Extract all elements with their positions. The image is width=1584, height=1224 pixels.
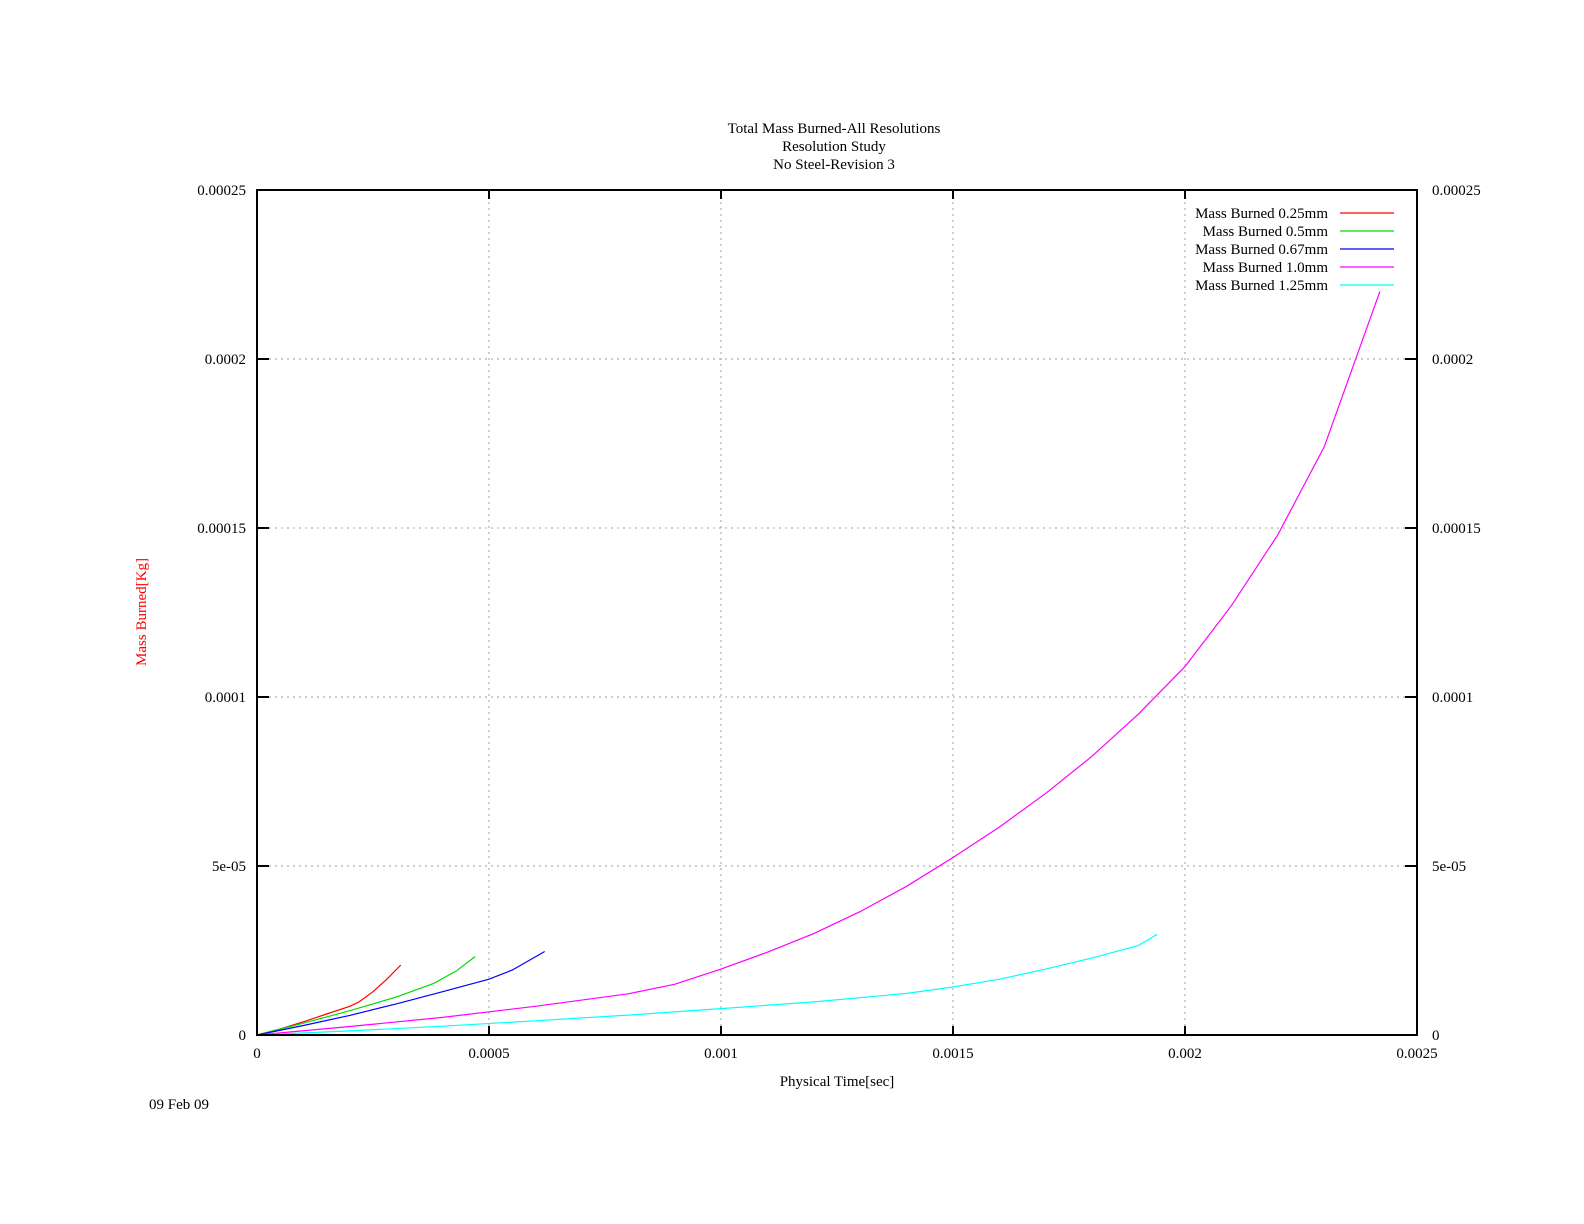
x-axis-tick-labels: 0 0.0005 0.001 0.0015 0.002 0.0025: [253, 1046, 1437, 1062]
x-tick-label: 0.0005: [468, 1046, 509, 1062]
y-tick-label: 0: [239, 1028, 247, 1044]
x-tick-label: 0.002: [1168, 1046, 1202, 1062]
plot-frame: [256, 189, 1418, 1036]
y2-tick-label: 5e-05: [1432, 859, 1466, 875]
y-tick-label: 0.00025: [197, 183, 246, 199]
series-line-2: [256, 956, 476, 1036]
y2-tick-label: 0.0002: [1432, 352, 1473, 368]
y-axis-tick-labels: 0 5e-05 0.0001 0.00015 0.0002 0.00025: [197, 183, 246, 1044]
y2-tick-label: 0.0001: [1432, 690, 1473, 706]
y-tick-label: 0.0002: [205, 352, 246, 368]
series-line-1: [256, 964, 402, 1036]
series-line-4: [256, 291, 1381, 1036]
y-tick-label: 5e-05: [212, 859, 246, 875]
series-line-3: [256, 950, 545, 1036]
legend-label: Mass Burned 0.5mm: [1203, 224, 1329, 240]
y-axis-label: Mass Burned[Kg]: [134, 558, 150, 666]
x-tick-label: 0: [253, 1046, 261, 1062]
y2-axis-tick-labels: 0 5e-05 0.0001 0.00015 0.0002 0.00025: [1432, 183, 1481, 1044]
y2-tick-label: 0.00015: [1432, 521, 1481, 537]
y2-tick-label: 0: [1432, 1028, 1440, 1044]
x-tick-label: 0.0025: [1396, 1046, 1437, 1062]
plot-series: [256, 291, 1381, 1036]
x-tick-label: 0.0015: [932, 1046, 973, 1062]
footer-date: 09 Feb 09: [149, 1097, 209, 1113]
title-line-2: Resolution Study: [782, 139, 886, 155]
x-axis-label: Physical Time[sec]: [780, 1074, 895, 1090]
y-tick-label: 0.0001: [205, 690, 246, 706]
axis-ticks: [256, 189, 1418, 1036]
chart-title: Total Mass Burned-All Resolutions Resolu…: [728, 121, 941, 173]
legend-label: Mass Burned 0.67mm: [1195, 242, 1328, 258]
legend: Mass Burned 0.25mm Mass Burned 0.5mm Mass …: [1195, 206, 1394, 294]
series-line-5: [256, 933, 1158, 1036]
y-tick-label: 0.00015: [197, 521, 246, 537]
grid: [257, 190, 1417, 1035]
legend-label: Mass Burned 1.0mm: [1203, 260, 1329, 276]
legend-label: Mass Burned 0.25mm: [1195, 206, 1328, 222]
title-line-3: No Steel-Revision 3: [773, 157, 895, 173]
title-line-1: Total Mass Burned-All Resolutions: [728, 121, 941, 137]
y2-tick-label: 0.00025: [1432, 183, 1481, 199]
x-tick-label: 0.001: [704, 1046, 738, 1062]
legend-label: Mass Burned 1.25mm: [1195, 278, 1328, 294]
